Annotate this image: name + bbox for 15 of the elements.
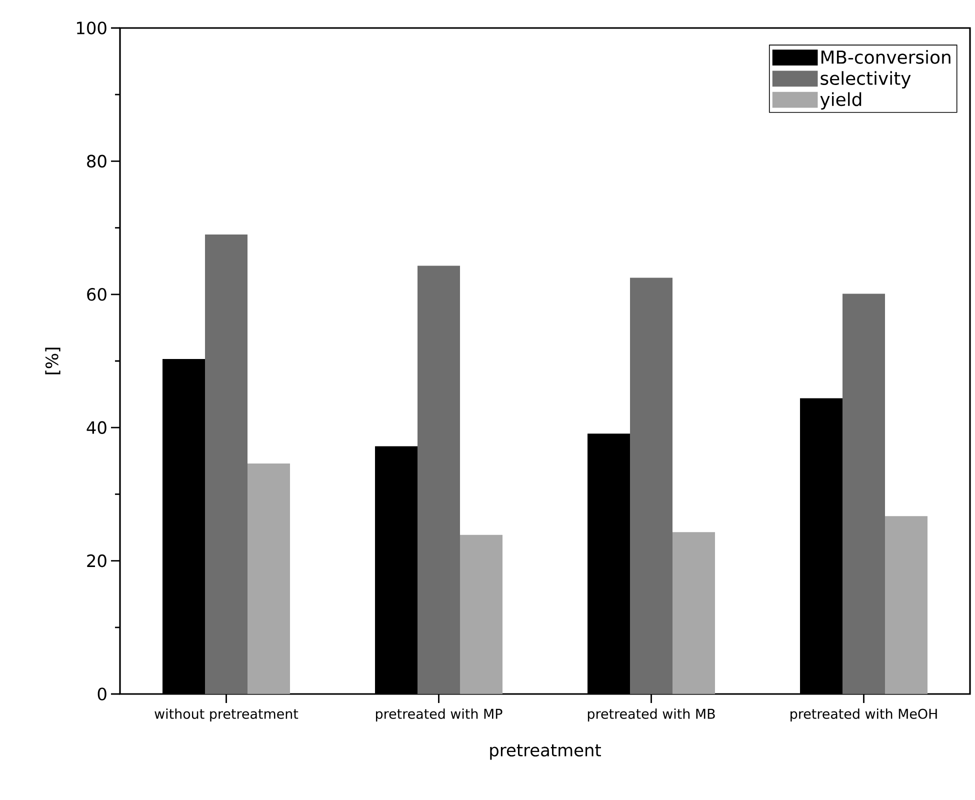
x-tick-label: pretreated with MP xyxy=(376,708,502,722)
legend-label: MB-conversion xyxy=(822,50,950,64)
y-tick-label: 40 xyxy=(86,421,106,434)
legend-label: selectivity xyxy=(820,71,911,88)
y-tick-label: 20 xyxy=(87,554,106,568)
y-axis-title: [%] xyxy=(45,348,60,374)
y-tick-label: 80 xyxy=(87,154,106,168)
x-tick-label: without pretreatment xyxy=(154,708,298,722)
legend-label: yield xyxy=(820,92,862,110)
y-tick-label: 0 xyxy=(98,688,106,700)
y-tick-label: 60 xyxy=(87,288,106,301)
x-tick-label: pretreated with MeOH xyxy=(790,708,937,722)
y-tick-label: 100 xyxy=(77,22,106,34)
x-tick-label: pretreated with MB xyxy=(588,708,715,722)
x-axis-title: pretreatment xyxy=(490,744,601,760)
